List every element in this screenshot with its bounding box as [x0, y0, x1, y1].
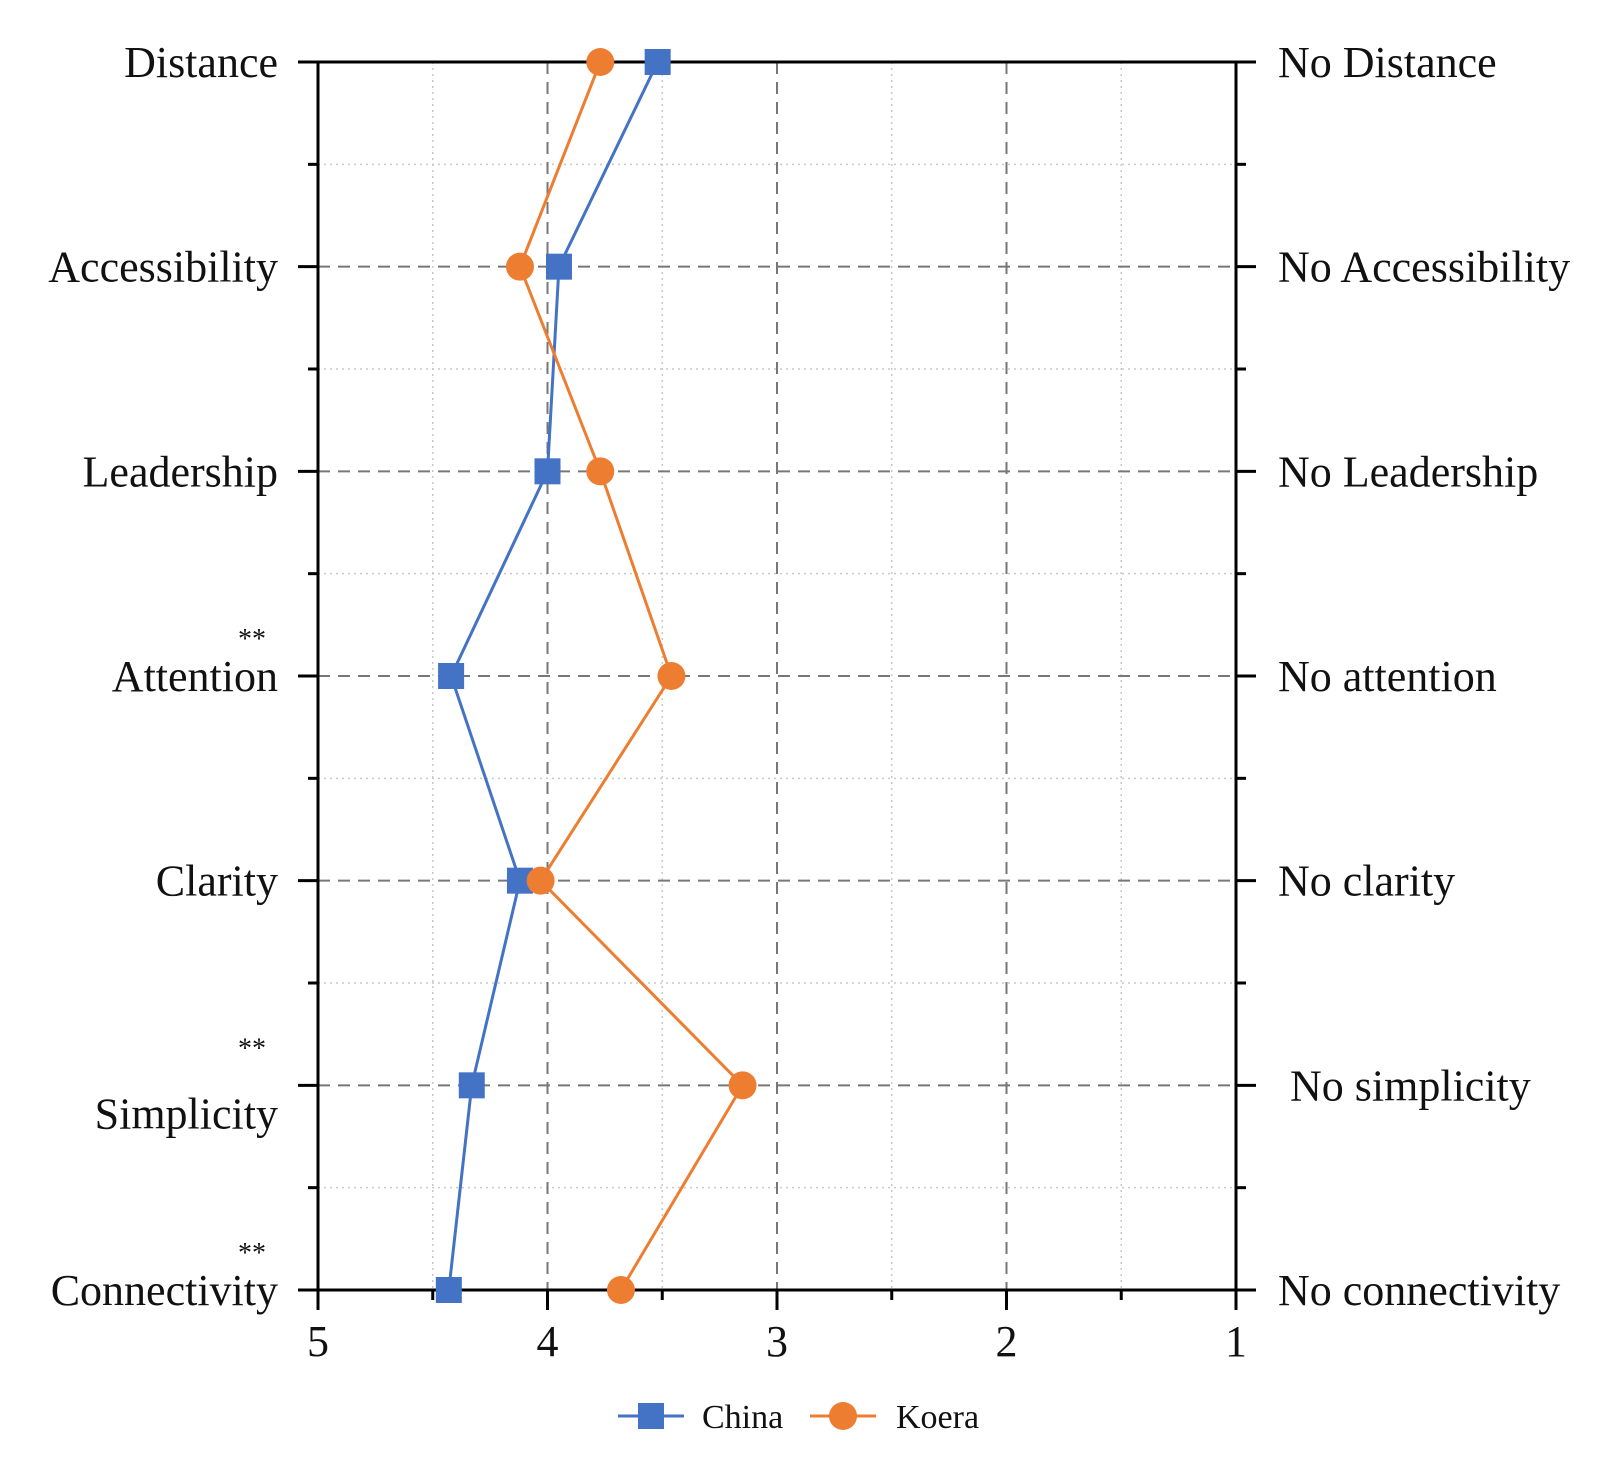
right-category-label: No Distance: [1278, 38, 1497, 87]
legend-koera-label: Koera: [896, 1399, 979, 1436]
left-category-label: Clarity: [156, 857, 278, 906]
left-category-labels: Distance Accessibility Leadership Attention…: [48, 38, 278, 1315]
x-tick-label: 5: [307, 1317, 329, 1366]
significance-mark: **: [238, 1238, 266, 1269]
data-point-koera: [606, 1276, 635, 1304]
data-point-china: [534, 458, 561, 485]
legend-china-marker: [638, 1403, 664, 1429]
left-category-label: Simplicity: [95, 1089, 278, 1138]
x-tick-label: 2: [996, 1317, 1018, 1366]
data-point-koera: [586, 457, 615, 486]
right-category-label: No Accessibility: [1278, 243, 1570, 292]
significance-marks: ** ** **: [238, 624, 266, 1269]
right-category-label: No attention: [1278, 652, 1497, 701]
significance-mark: **: [238, 1033, 266, 1064]
x-tick-label: 4: [537, 1317, 559, 1366]
x-tick-labels: 5 4 3 2 1: [307, 1317, 1247, 1366]
series-layer: [435, 48, 757, 1304]
left-category-label: Attention: [112, 652, 278, 701]
right-category-label: No clarity: [1278, 857, 1455, 906]
data-point-koera: [728, 1071, 757, 1100]
right-category-labels: No Distance No Accessibility No Leadership…: [1278, 38, 1570, 1315]
legend-item-china[interactable]: China: [618, 1399, 783, 1436]
legend-item-koera[interactable]: Koera: [810, 1399, 979, 1436]
data-point-china: [438, 663, 465, 689]
left-category-label: Connectivity: [51, 1266, 278, 1315]
right-category-label: No Leadership: [1278, 447, 1538, 496]
major-grid: [318, 62, 1236, 1290]
significance-mark: **: [238, 624, 266, 655]
data-point-china: [458, 1072, 485, 1099]
right-category-label: No simplicity: [1290, 1061, 1531, 1110]
data-point-china: [435, 1277, 462, 1303]
right-category-label: No connectivity: [1278, 1266, 1560, 1315]
left-category-label: Accessibility: [48, 243, 278, 292]
legend-koera-marker: [829, 1402, 857, 1430]
data-point-koera: [586, 48, 615, 76]
axis-ticks: [298, 60, 1256, 1310]
left-category-label: Distance: [124, 38, 278, 87]
data-point-koera: [526, 866, 555, 895]
data-point-china: [644, 49, 671, 75]
legend-china-label: China: [702, 1399, 783, 1436]
data-point-koera: [505, 252, 534, 281]
x-tick-label: 1: [1225, 1317, 1247, 1366]
data-point-koera: [657, 662, 686, 690]
left-category-label: Leadership: [83, 447, 278, 496]
legend: China Koera: [618, 1399, 979, 1436]
x-tick-label: 3: [766, 1317, 788, 1366]
data-point-china: [545, 253, 572, 280]
